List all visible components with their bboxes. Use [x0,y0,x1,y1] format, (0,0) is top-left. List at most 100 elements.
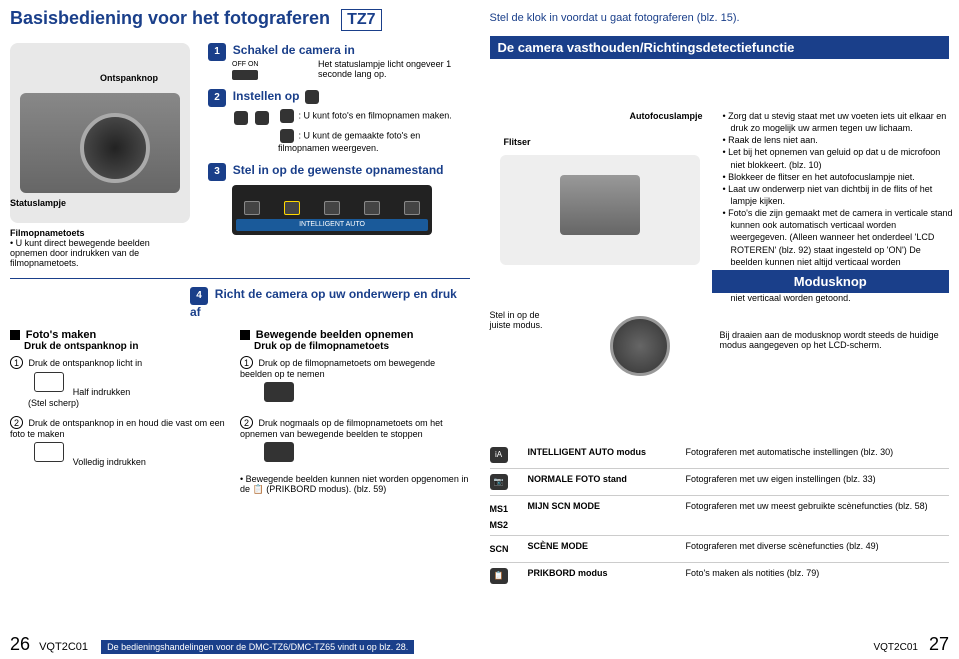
lcd-icon-4 [364,201,380,215]
foto-step-1: 1 Druk de ontspanknop licht in [10,356,230,369]
rec-icon-inline [280,109,294,123]
step-3-title: Stel in op de gewenste opnamestand [233,163,444,177]
step-3-num: 3 [208,163,226,181]
mr3-name: SCÈNE MODE [528,541,678,557]
half-label: Half indrukken [73,387,131,397]
label-ontspanknop: Ontspanknop [100,73,158,83]
stel-note: Stel in op de juiste modus. [490,310,560,330]
mr0-sym: iA [490,447,508,463]
step-4: 4 Richt de camera op uw onderwerp en dru… [190,287,470,319]
beweeg-note: • Bewegende beelden kunnen niet worden o… [240,474,470,495]
camera-column: Ontspanknop Statuslampje Filmopnametoets… [10,43,200,268]
circ-1b: 1 [240,356,253,369]
mode-row-1: 📷 NORMALE FOTO stand Fotograferen met uw… [490,468,950,495]
step-1-note: Het statuslampje licht ongeveer 1 second… [318,59,458,79]
lcd-icon-2 [284,201,300,215]
footer-bar: De bedieningshandelingen voor de DMC-TZ6… [101,640,414,654]
modus-section: Stel in op de juiste modus. Bij draaien … [490,310,950,589]
mr3-icon: SCN [490,541,520,557]
hold-section: De camera vasthouden/Richtingsdetectiefu… [490,36,950,285]
mr1-sym: 📷 [490,474,508,490]
play-icon-inline [280,129,294,143]
dial-col [570,310,710,382]
mr1-desc: Fotograferen met uw eigen instellingen (… [686,474,950,490]
foto-column: Foto's maken Druk de ontspanknop in 1 Dr… [10,329,230,495]
step-2-num: 2 [208,89,226,107]
beweeg-a2: Druk nogmaals op de filmopnametoets om h… [240,418,443,439]
foto-heading: Foto's maken [10,329,230,341]
hb-3: • Blokkeer de flitser en het autofocusla… [723,171,955,183]
page-title: Basisbediening voor het fotograferen TZ7 [10,8,470,31]
footer-right: VQT2C01 27 [873,634,949,655]
lcd-icon-3 [324,201,340,215]
mr0-name: INTELLIGENT AUTO modus [528,447,678,463]
foto-step-2: 2 Druk de ontspanknop in en houd die vas… [10,416,230,439]
hold-bar: De camera vasthouden/Richtingsdetectiefu… [490,36,950,59]
page-num-left: 26 [10,634,30,654]
step-2-note-a: : U kunt foto's en filmopnamen maken. [278,109,470,123]
square-bullet-2 [240,330,250,340]
hold-camera-icon [560,175,640,235]
mr2-name: MIJN SCN MODE [528,501,678,530]
full-press: Volledig indrukken [28,439,230,468]
beweeg-step-1: 1 Druk op de filmopnametoets om bewegend… [240,356,470,379]
step-1: 1 Schakel de camera in OFF ON Het status… [208,43,470,79]
lcd-illustration: INTELLIGENT AUTO [232,185,432,235]
label-statuslampje: Statuslampje [10,198,66,208]
step-3: 3 Stel in op de gewenste opnamestand INT… [208,163,470,235]
steps-column: 1 Schakel de camera in OFF ON Het status… [208,43,470,268]
movie-btn-1 [258,379,470,408]
mr4-desc: Foto's maken als notities (blz. 79) [686,568,950,584]
circ-2: 2 [10,416,23,429]
foto-h2: Druk de ontspanknop in [24,341,230,352]
mode-row-4: 📋 PRIKBORD modus Foto's maken als notiti… [490,562,950,589]
mr4-sym: 📋 [490,568,508,584]
mode-row-3: SCN SCÈNE MODE Fotograferen met diverse … [490,535,950,562]
power-switch-icon [232,70,258,80]
draai-note: Bij draaien aan de modusknop wordt steed… [720,330,950,350]
mr0-icon: iA [490,447,520,463]
flitser-label: Flitser [504,137,531,147]
beweeg-h2: Druk op de filmopnametoets [254,341,470,352]
autofocus-label: Autofocuslampje [630,111,703,121]
mode-row-2: MS1 MS2 MIJN SCN MODE Fotograferen met u… [490,495,950,535]
hb-0: • Zorg dat u stevig staat met uw voeten … [723,110,955,134]
full-label: Volledig indrukken [73,457,146,467]
mode-dial [610,316,670,376]
play-icon [255,111,269,125]
movie-btn-icon-1 [264,382,294,402]
rec-icon [234,111,248,125]
camera-lens [80,113,150,183]
step-4-num: 4 [190,287,208,305]
circ-1: 1 [10,356,23,369]
title-text: Basisbediening voor het fotograferen [10,8,330,28]
half-press-icon [34,372,64,392]
step-2-note-b-text: : U kunt de gemaakte foto's en filmopnam… [278,130,420,153]
page-num-right: 27 [929,634,949,654]
mr4-name: PRIKBORD modus [528,568,678,584]
mr4-icon: 📋 [490,568,520,584]
mr1-icon: 📷 [490,474,520,490]
filmopname-title: Filmopnametoets [10,228,180,238]
filmopname-note: Filmopnametoets • U kunt direct bewegend… [10,228,180,268]
mr3-sym: SCN [490,541,508,557]
beweeg-h1: Bewegende beelden opnemen [256,329,414,341]
modus-bar: Modusknop [712,270,950,293]
camera-illustration: Ontspanknop Statuslampje [10,43,190,223]
mr2-sym: MS1 MS2 [490,501,508,517]
step-1-num: 1 [208,43,226,61]
mr3-desc: Fotograferen met diverse scènefuncties (… [686,541,950,557]
title-model-box: TZ7 [341,9,381,31]
camera-section: Ontspanknop Statuslampje Filmopnametoets… [10,43,470,268]
lcd-text: INTELLIGENT AUTO [236,219,428,231]
left-page: Basisbediening voor het fotograferen TZ7… [0,0,480,659]
mr2-icon: MS1 MS2 [490,501,520,530]
hold-body: Flitser Autofocuslampje • Zorg dat u ste… [490,65,950,285]
stel-scherp: (Stel scherp) [28,398,230,408]
footer-code-r: VQT2C01 [873,642,917,653]
footer-left: 26 VQT2C01 De bedieningshandelingen voor… [10,634,414,655]
step-2-title: Instellen op [233,89,321,103]
camera-mode-icon [305,90,319,104]
mr2-desc: Fotograferen met uw meest gebruikte scèn… [686,501,950,530]
movie-btn-icon-2 [264,442,294,462]
